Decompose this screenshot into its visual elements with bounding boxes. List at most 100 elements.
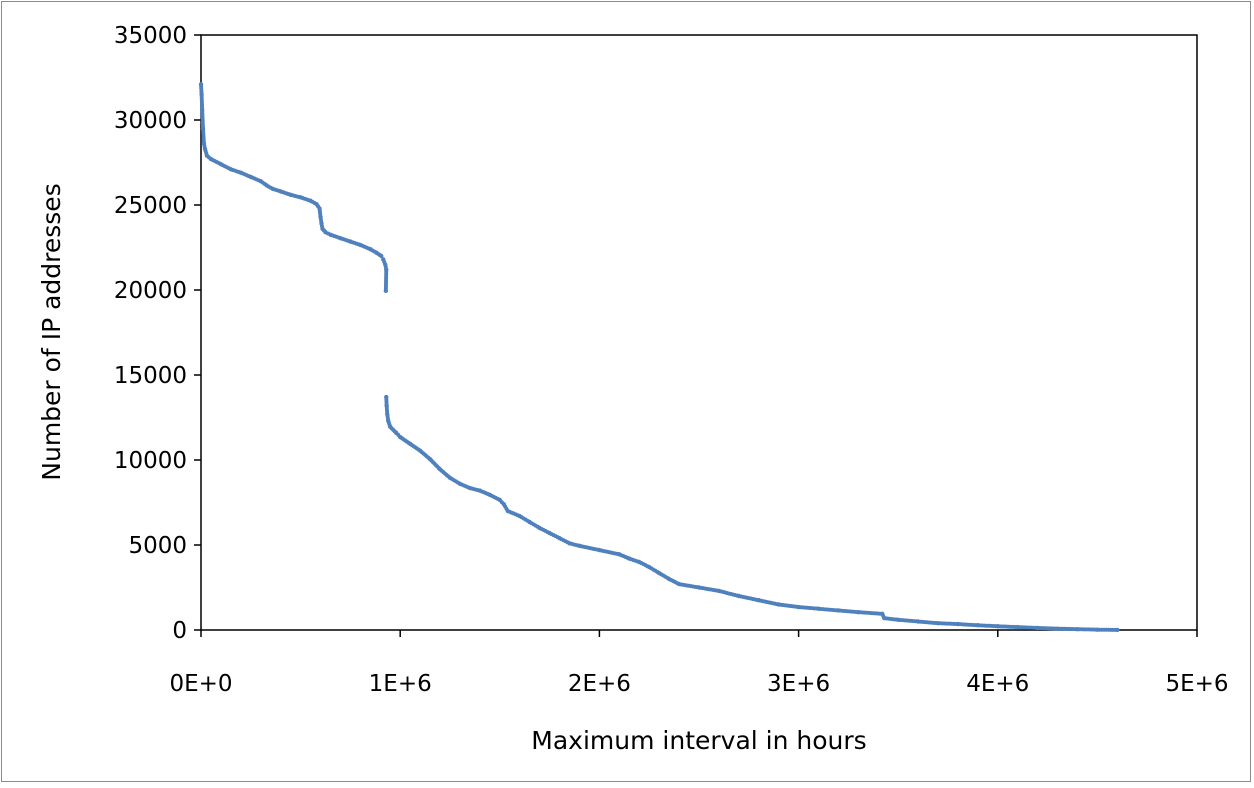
x-tick-label: 1E+6 <box>369 671 432 697</box>
y-tick-label: 20000 <box>114 278 187 304</box>
data-point-fill <box>504 506 509 511</box>
data-point-fill <box>236 170 241 175</box>
data-point-fill <box>268 185 273 190</box>
data-point-fill <box>774 602 779 607</box>
y-tick-label: 15000 <box>114 363 187 389</box>
data-point-fill <box>286 192 291 197</box>
y-tick-label: 25000 <box>114 193 187 219</box>
data-point-fill <box>312 201 317 206</box>
data-point-fill <box>201 139 206 144</box>
data-point-fill <box>1093 627 1098 632</box>
data-point-fill <box>1053 626 1058 631</box>
data-point-fill <box>392 429 397 434</box>
data-point-fill <box>714 588 719 593</box>
plot-area <box>200 34 1198 631</box>
data-point-fill <box>854 609 859 614</box>
data-point-fill <box>953 621 958 626</box>
data-point-fill <box>1113 627 1118 632</box>
data-point-fill <box>475 488 480 493</box>
data-point-fill <box>385 409 390 414</box>
data-point-fill <box>933 621 938 626</box>
data-point-fill <box>322 228 327 233</box>
data-point-fill <box>595 547 600 552</box>
data-point-fill <box>655 569 660 574</box>
data-point-fill <box>200 105 205 110</box>
data-point-fill <box>226 166 231 171</box>
data-points <box>198 82 1120 633</box>
data-point-fill <box>366 246 371 251</box>
data-point-fill <box>202 144 207 149</box>
data-point-fill <box>396 432 401 437</box>
data-point-fill <box>346 238 351 243</box>
data-point-fill <box>675 581 680 586</box>
data-point-fill <box>625 555 630 560</box>
data-point-fill <box>575 543 580 548</box>
y-tick-label: 35000 <box>114 23 187 49</box>
x-tick-label: 4E+6 <box>966 671 1029 697</box>
data-point-fill <box>499 500 504 505</box>
data-point-fill <box>993 624 998 629</box>
data-point-fill <box>319 219 324 224</box>
data-point-fill <box>426 455 431 460</box>
data-point-fill <box>565 540 570 545</box>
y-tick-label: 0 <box>172 618 187 644</box>
data-point-fill <box>372 249 377 254</box>
data-point-fill <box>645 564 650 569</box>
data-point-fill <box>515 513 520 518</box>
y-axis-title: Number of IP addresses <box>37 183 66 480</box>
data-point-fill <box>318 212 323 217</box>
data-point-fill <box>382 259 387 264</box>
y-tick-label: 30000 <box>114 108 187 134</box>
data-point-fill <box>387 422 392 427</box>
data-point-fill <box>555 535 560 540</box>
data-point-fill <box>878 611 883 616</box>
data-point-fill <box>615 551 620 556</box>
data-point-fill <box>485 492 490 496</box>
data-point-fill <box>256 178 261 183</box>
x-tick-label: 5E+6 <box>1165 671 1228 697</box>
data-point-fill <box>316 204 321 209</box>
data-point-fill <box>262 182 267 187</box>
data-point-fill <box>296 194 301 199</box>
data-point-fill <box>1073 627 1078 632</box>
data-point-fill <box>973 623 978 628</box>
data-point-fill <box>794 604 799 609</box>
data-point-fill <box>377 252 382 257</box>
data-point-fill <box>545 530 550 535</box>
data-point-fill <box>276 188 281 193</box>
data-point-fill <box>325 231 330 236</box>
data-point-fill <box>383 265 388 270</box>
x-tick-label: 0E+0 <box>169 671 232 697</box>
data-point-fill <box>356 242 361 247</box>
data-point-fill <box>384 401 389 406</box>
data-point-fill <box>446 474 451 479</box>
data-point-fill <box>465 485 470 490</box>
data-point-fill <box>455 480 460 485</box>
data-point-fill <box>383 286 388 291</box>
data-point-fill <box>206 155 211 160</box>
data-point-fill <box>204 151 209 156</box>
data-point-fill <box>814 606 819 611</box>
y-axis-ticks: 0 5000 10000 15000 20000 25000 30000 35000 <box>114 23 201 644</box>
data-point-fill <box>754 597 759 602</box>
data-point-fill <box>385 416 390 421</box>
data-point-fill <box>199 90 204 95</box>
data-point-fill <box>320 224 325 229</box>
y-tick-label: 5000 <box>128 533 187 559</box>
data-point-fill <box>495 496 500 501</box>
data-point-fill <box>665 575 670 580</box>
x-tick-label: 3E+6 <box>767 671 830 697</box>
y-tick-label: 10000 <box>114 448 187 474</box>
data-point-fill <box>246 174 251 179</box>
data-point-fill <box>525 518 530 523</box>
data-point-fill <box>834 608 839 613</box>
x-axis-ticks: 0E+0 1E+6 2E+6 3E+6 4E+6 5E+6 <box>169 630 1229 697</box>
data-point-fill <box>306 198 311 203</box>
data-point-fill <box>336 235 341 240</box>
x-tick-label: 2E+6 <box>568 671 631 697</box>
data-point-fill <box>734 593 739 598</box>
data-point-fill <box>416 447 421 452</box>
data-point-fill <box>1013 625 1018 630</box>
